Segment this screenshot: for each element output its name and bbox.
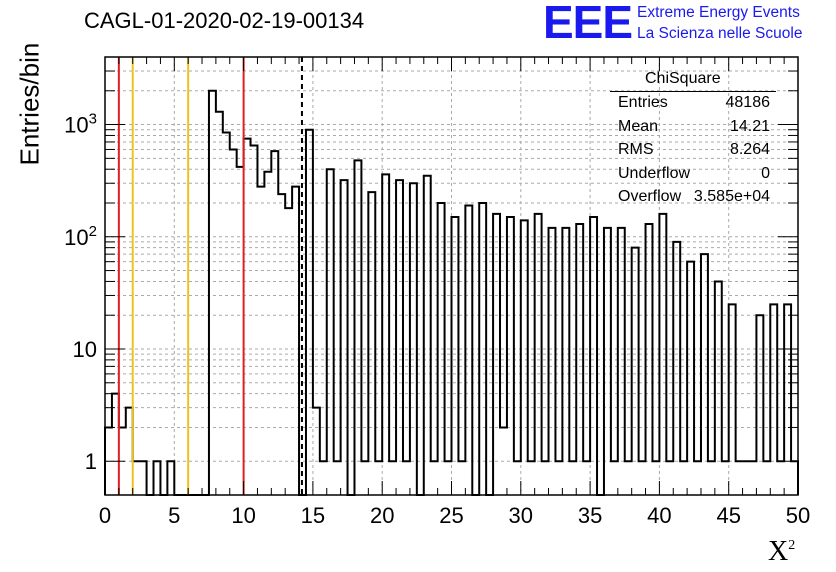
- chart-title: CAGL-01-2020-02-19-00134: [84, 8, 365, 33]
- x-tick-label: 40: [647, 503, 671, 528]
- stats-box-title: ChiSquare: [645, 70, 721, 87]
- stats-value-entries: 48186: [725, 94, 771, 111]
- stats-label-mean: Mean: [618, 117, 659, 135]
- x-tick-label: 15: [301, 503, 325, 528]
- stats-value-rms: 8.264: [729, 141, 770, 158]
- stats-value-underflow: 0: [761, 164, 770, 182]
- stats-label-underflow: Underflow: [618, 164, 691, 182]
- y-tick-label: 103: [64, 111, 97, 138]
- brand-line-2: La Scienza nelle Scuole: [637, 25, 803, 42]
- x-axis-label: X2: [768, 536, 796, 567]
- stats-label-entries: Entries: [618, 94, 668, 111]
- x-tick-label: 10: [231, 503, 255, 528]
- x-tick-label: 50: [786, 503, 810, 528]
- y-tick-label: 1: [85, 449, 97, 474]
- x-tick-label: 45: [716, 503, 740, 528]
- x-tick-label: 20: [370, 503, 394, 528]
- stats-box-separator: [610, 91, 776, 92]
- x-tick-label: 25: [439, 503, 463, 528]
- x-tick-label: 30: [509, 503, 533, 528]
- brand-line-1: Extreme Energy Events: [637, 4, 800, 21]
- histogram-bars: [104, 89, 799, 496]
- x-tick-label: 0: [99, 503, 111, 528]
- y-tick-label: 102: [64, 223, 97, 250]
- y-tick-label: 10: [73, 337, 97, 362]
- stats-value-mean: 14.21: [729, 117, 770, 135]
- x-tick-label: 35: [578, 503, 602, 528]
- stats-label-rms: RMS: [618, 141, 654, 158]
- eee-logo: EEE: [543, 0, 633, 48]
- x-tick-label: 5: [168, 503, 180, 528]
- stats-label-overflow: Overflow: [618, 188, 682, 205]
- stats-value-overflow: 3.585e+04: [693, 188, 770, 205]
